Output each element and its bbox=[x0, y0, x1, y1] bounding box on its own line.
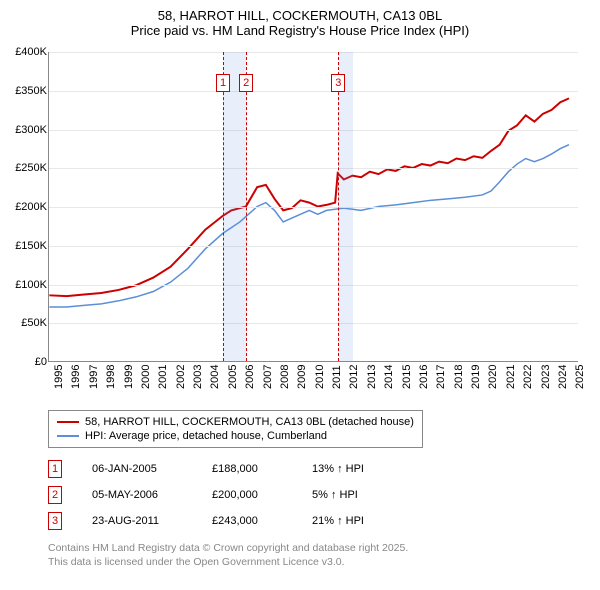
x-axis-label: 2005 bbox=[227, 365, 239, 389]
sale-marker-line bbox=[338, 52, 339, 361]
legend-label: 58, HARROT HILL, COCKERMOUTH, CA13 0BL (… bbox=[85, 416, 414, 428]
shaded-band bbox=[338, 52, 353, 361]
chart-title-line2: Price paid vs. HM Land Registry's House … bbox=[10, 23, 590, 38]
x-axis-label: 2025 bbox=[574, 365, 586, 389]
chart-title-line1: 58, HARROT HILL, COCKERMOUTH, CA13 0BL bbox=[10, 8, 590, 23]
x-axis-label: 2024 bbox=[557, 365, 569, 389]
x-axis-label: 2021 bbox=[505, 365, 517, 389]
series-price_paid bbox=[49, 98, 569, 296]
x-axis-label: 2015 bbox=[401, 365, 413, 389]
y-axis-label: £400K bbox=[11, 46, 47, 58]
legend-swatch bbox=[57, 435, 79, 437]
sales-row-marker: 2 bbox=[48, 486, 62, 504]
shaded-band bbox=[223, 52, 246, 361]
x-axis-label: 2020 bbox=[487, 365, 499, 389]
attribution-line1: Contains HM Land Registry data © Crown c… bbox=[48, 542, 590, 556]
x-axis-label: 2018 bbox=[453, 365, 465, 389]
y-axis-label: £250K bbox=[11, 162, 47, 174]
legend-swatch bbox=[57, 421, 79, 423]
x-axis-label: 2012 bbox=[348, 365, 360, 389]
x-axis-label: 1996 bbox=[70, 365, 82, 389]
x-axis-label: 1999 bbox=[123, 365, 135, 389]
sales-table: 1 06-JAN-2005 £188,000 13% ↑ HPI 2 05-MAY-200… bbox=[48, 456, 590, 534]
sales-row-date: 06-JAN-2005 bbox=[92, 463, 182, 475]
x-axis-label: 2002 bbox=[175, 365, 187, 389]
sales-row: 2 05-MAY-2006 £200,000 5% ↑ HPI bbox=[48, 482, 590, 508]
gridline bbox=[49, 168, 578, 169]
sale-marker-box: 1 bbox=[216, 74, 230, 92]
legend-row: 58, HARROT HILL, COCKERMOUTH, CA13 0BL (… bbox=[57, 415, 414, 429]
y-axis-label: £150K bbox=[11, 240, 47, 252]
sales-row-pct: 21% ↑ HPI bbox=[312, 515, 402, 527]
x-axis-label: 1995 bbox=[53, 365, 65, 389]
y-axis-label: £50K bbox=[11, 317, 47, 329]
x-axis-label: 1997 bbox=[88, 365, 100, 389]
x-axis-label: 1998 bbox=[105, 365, 117, 389]
x-axis-label: 2003 bbox=[192, 365, 204, 389]
attribution: Contains HM Land Registry data © Crown c… bbox=[48, 542, 590, 569]
sales-row-pct: 5% ↑ HPI bbox=[312, 489, 402, 501]
sales-row-price: £243,000 bbox=[212, 515, 282, 527]
sales-row-pct: 13% ↑ HPI bbox=[312, 463, 402, 475]
x-axis-label: 2008 bbox=[279, 365, 291, 389]
sale-marker-box: 3 bbox=[331, 74, 345, 92]
x-axis-label: 2014 bbox=[383, 365, 395, 389]
legend-label: HPI: Average price, detached house, Cumb… bbox=[85, 430, 327, 442]
x-axis-label: 2006 bbox=[244, 365, 256, 389]
plot-region: £0£50K£100K£150K£200K£250K£300K£350K£400… bbox=[48, 52, 578, 362]
gridline bbox=[49, 91, 578, 92]
sales-row-date: 23-AUG-2011 bbox=[92, 515, 182, 527]
y-axis-label: £200K bbox=[11, 201, 47, 213]
gridline bbox=[49, 130, 578, 131]
sales-row: 3 23-AUG-2011 £243,000 21% ↑ HPI bbox=[48, 508, 590, 534]
y-axis-label: £300K bbox=[11, 124, 47, 136]
sales-row-date: 05-MAY-2006 bbox=[92, 489, 182, 501]
sales-row-price: £200,000 bbox=[212, 489, 282, 501]
chart-area: £0 £50K £100K £150K £200K £250K £300K £350K £400… bbox=[10, 44, 590, 404]
sale-marker-line bbox=[223, 52, 224, 361]
x-axis-label: 2011 bbox=[331, 365, 343, 389]
x-axis-label: 2001 bbox=[157, 365, 169, 389]
x-axis-label: 2004 bbox=[209, 365, 221, 389]
x-axis-label: 2007 bbox=[262, 365, 274, 389]
gridline bbox=[49, 285, 578, 286]
sale-marker-box: 2 bbox=[239, 74, 253, 92]
sales-row-price: £188,000 bbox=[212, 463, 282, 475]
x-axis-label: 2019 bbox=[470, 365, 482, 389]
sales-row: 1 06-JAN-2005 £188,000 13% ↑ HPI bbox=[48, 456, 590, 482]
y-axis-label: £0 bbox=[11, 356, 47, 368]
x-axis-label: 2016 bbox=[418, 365, 430, 389]
gridline bbox=[49, 323, 578, 324]
legend: 58, HARROT HILL, COCKERMOUTH, CA13 0BL (… bbox=[48, 410, 423, 448]
y-axis-label: £100K bbox=[11, 279, 47, 291]
x-axis-label: 2013 bbox=[366, 365, 378, 389]
x-axis-label: 2010 bbox=[314, 365, 326, 389]
y-axis-label: £350K bbox=[11, 85, 47, 97]
sales-row-marker: 3 bbox=[48, 512, 62, 530]
x-axis-label: 2017 bbox=[435, 365, 447, 389]
gridline bbox=[49, 52, 578, 53]
x-axis-label: 2023 bbox=[540, 365, 552, 389]
x-axis-label: 2000 bbox=[140, 365, 152, 389]
attribution-line2: This data is licensed under the Open Gov… bbox=[48, 556, 590, 570]
gridline bbox=[49, 246, 578, 247]
gridline bbox=[49, 207, 578, 208]
legend-row: HPI: Average price, detached house, Cumb… bbox=[57, 429, 414, 443]
x-axis-label: 2009 bbox=[296, 365, 308, 389]
sales-row-marker: 1 bbox=[48, 460, 62, 478]
sale-marker-line bbox=[246, 52, 247, 361]
x-axis-label: 2022 bbox=[522, 365, 534, 389]
